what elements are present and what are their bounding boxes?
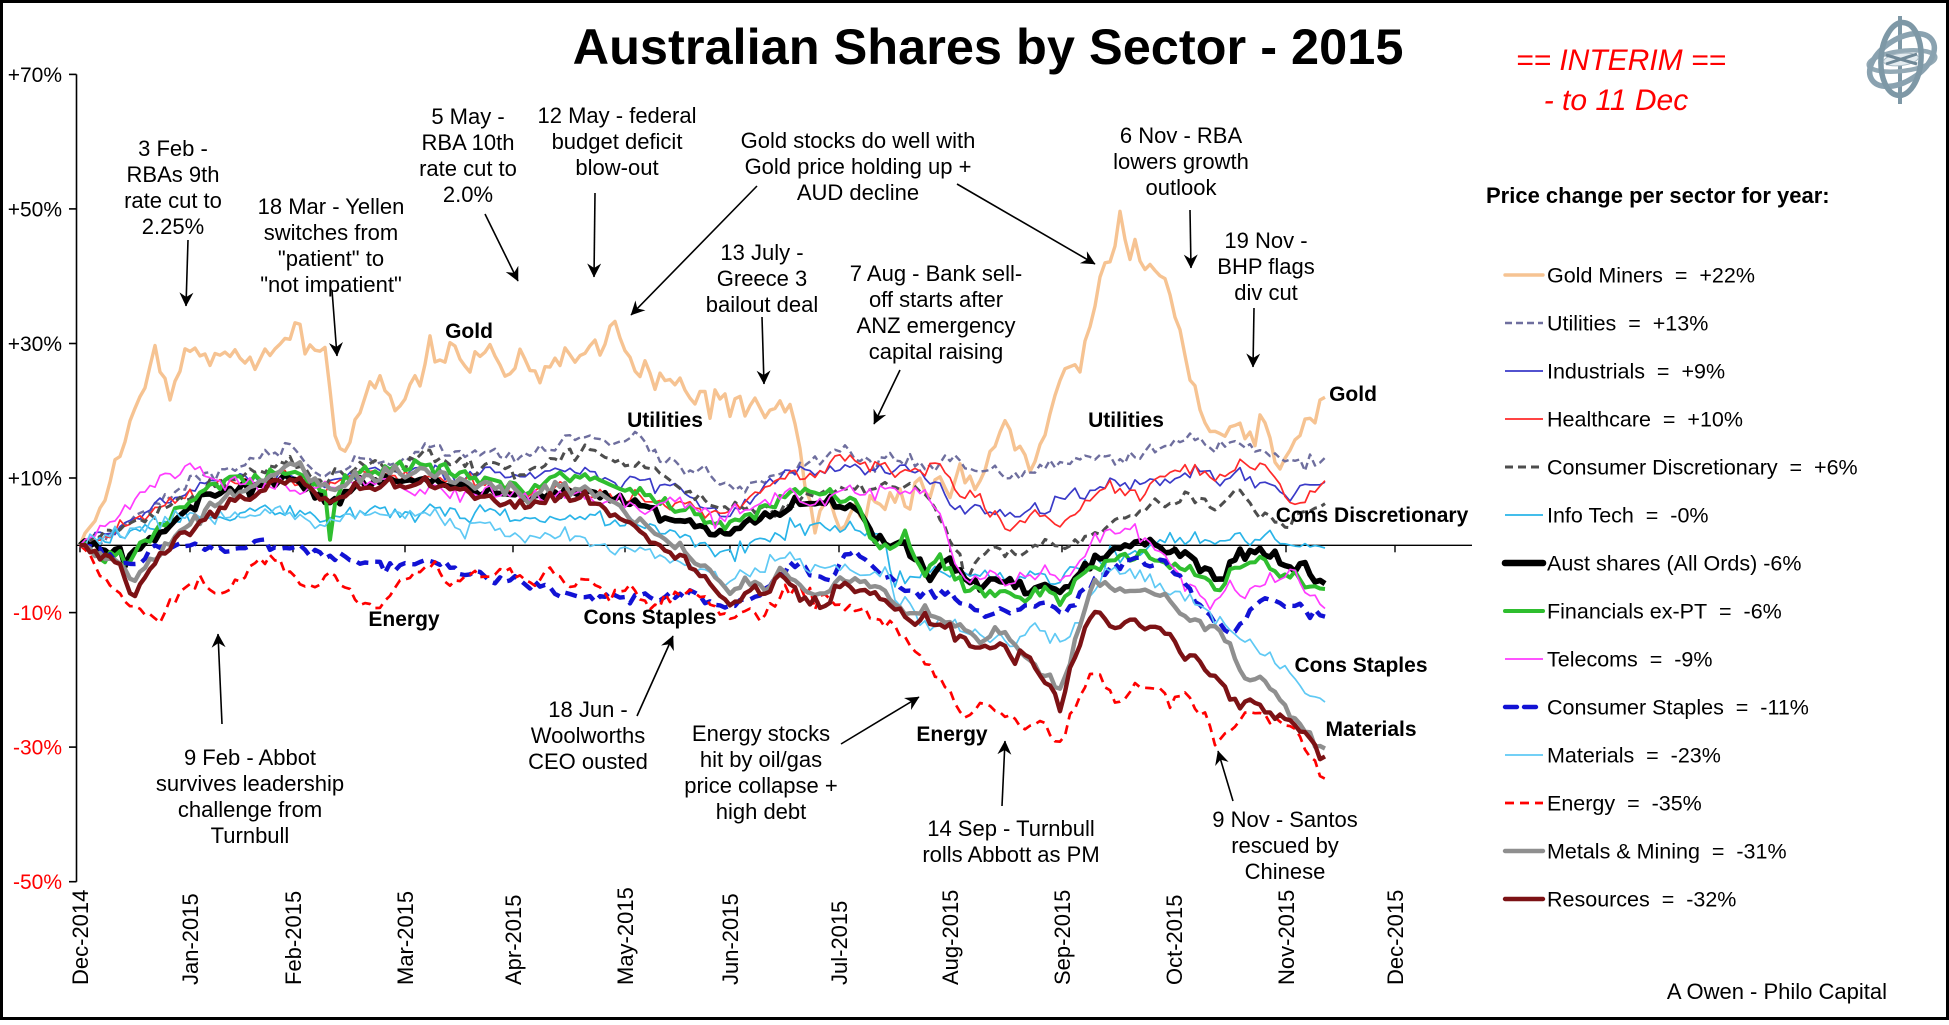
svg-text:Cons Staples: Cons Staples (1294, 654, 1427, 677)
svg-text:Jan-2015: Jan-2015 (178, 893, 203, 985)
svg-text:Jul-2015: Jul-2015 (827, 901, 852, 985)
svg-text:Resources = -32%: Resources = -32% (1547, 888, 1736, 912)
svg-text:== INTERIM ==: == INTERIM == (1516, 44, 1726, 77)
svg-text:Dec-2014: Dec-2014 (68, 890, 93, 985)
svg-text:7 Aug - Bank sell-off starts a: 7 Aug - Bank sell-off starts after ANZ em… (850, 261, 1022, 364)
svg-text:Dec-2015: Dec-2015 (1383, 890, 1408, 985)
svg-text:+70%: +70% (8, 64, 62, 87)
svg-text:Materials = -23%: Materials = -23% (1547, 744, 1721, 768)
svg-text:+10%: +10% (8, 468, 62, 491)
svg-text:Apr-2015: Apr-2015 (501, 894, 526, 985)
svg-text:Energy = -35%: Energy = -35% (1547, 792, 1702, 816)
svg-text:-30%: -30% (13, 737, 62, 760)
svg-text:Utilities: Utilities (1088, 409, 1164, 432)
svg-text:Cons Staples: Cons Staples (583, 606, 716, 629)
svg-text:Utilities: Utilities (627, 409, 703, 432)
svg-text:Materials: Materials (1325, 718, 1416, 741)
svg-text:Sep-2015: Sep-2015 (1050, 890, 1075, 985)
svg-text:Nov-2015: Nov-2015 (1274, 890, 1299, 985)
svg-text:Oct-2015: Oct-2015 (1162, 895, 1187, 986)
svg-text:-50%: -50% (13, 871, 62, 894)
svg-text:Financials ex-PT = -6%: Financials ex-PT = -6% (1547, 600, 1782, 624)
svg-text:Australian Shares by Sector -: Australian Shares by Sector - 2015 (573, 18, 1404, 75)
svg-text:Aust shares (All Ords) -6%: Aust shares (All Ords) -6% (1547, 552, 1801, 576)
svg-text:Telecoms = -9%: Telecoms = -9% (1547, 648, 1713, 672)
svg-text:Info Tech = -0%: Info Tech = -0% (1547, 504, 1709, 528)
svg-text:Industrials = +9%: Industrials = +9% (1547, 360, 1725, 384)
svg-text:+30%: +30% (8, 333, 62, 356)
svg-text:Gold: Gold (1329, 383, 1377, 406)
svg-text:Cons Discretionary: Cons Discretionary (1276, 504, 1469, 527)
svg-text:Aug-2015: Aug-2015 (938, 890, 963, 985)
svg-text:Utilities = +13%: Utilities = +13% (1547, 312, 1708, 336)
svg-text:Metals & Mining = -31%: Metals & Mining = -31% (1547, 840, 1787, 864)
svg-text:May-2015: May-2015 (613, 887, 638, 985)
svg-text:Price change per sector for ye: Price change per sector for year: (1486, 183, 1830, 208)
svg-text:Gold: Gold (445, 320, 493, 343)
svg-text:A Owen - Philo Capital: A Owen - Philo Capital (1667, 979, 1887, 1004)
svg-text:Healthcare = +10%: Healthcare = +10% (1547, 408, 1743, 432)
svg-text:Mar-2015: Mar-2015 (393, 891, 418, 985)
svg-text:Energy: Energy (916, 723, 988, 746)
svg-text:Gold Miners = +22%: Gold Miners = +22% (1547, 264, 1755, 288)
svg-text:Consumer Discretionary = +6%: Consumer Discretionary = +6% (1547, 456, 1858, 480)
svg-text:+50%: +50% (8, 198, 62, 221)
svg-text:Consumer Staples = -11%: Consumer Staples = -11% (1547, 696, 1809, 720)
svg-text:- to 11 Dec: - to 11 Dec (1544, 84, 1689, 117)
svg-text:Energy: Energy (368, 608, 440, 631)
svg-text:Jun-2015: Jun-2015 (718, 893, 743, 985)
svg-text:-10%: -10% (13, 602, 62, 625)
svg-text:Feb-2015: Feb-2015 (281, 891, 306, 985)
